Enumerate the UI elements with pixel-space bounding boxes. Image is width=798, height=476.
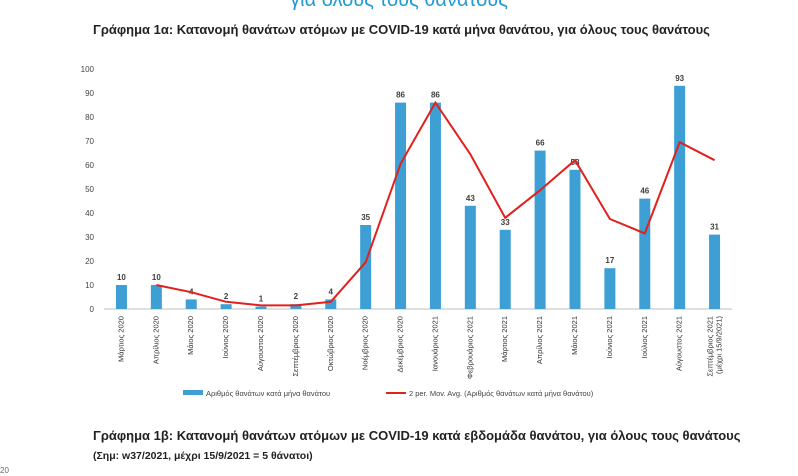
y-tick-label: 50 [85,185,94,194]
bar [464,205,476,309]
data-label: 17 [605,256,614,265]
y-tick-label: 60 [85,161,94,170]
bar [325,299,337,309]
x-tick-label: Αύγουστος 2020 [256,316,265,371]
x-tick-label: Νοέμβριος 2020 [361,316,370,370]
data-label: 46 [640,187,649,196]
data-label: 33 [501,218,510,227]
y-tick-label: 100 [81,65,95,74]
data-label: 1 [259,295,264,304]
y-tick-label: 10 [85,281,94,290]
bar [709,234,721,309]
x-tick-label: Μάιος 2020 [186,316,195,355]
data-label: 35 [361,213,370,222]
corner-axis-fragment: 20 [0,466,9,475]
y-tick-label: 90 [85,89,94,98]
y-tick-label: 20 [85,257,94,266]
bar [115,285,127,309]
next-chart-title-text: Γράφημα 1β: Κατανομή θανάτων ατόμων με C… [93,428,741,443]
bar [360,225,372,309]
bar [569,169,581,309]
data-label: 43 [466,194,475,203]
legend-bar-label: Αριθμός θανάτων κατά μήνα θανάτου [206,389,330,398]
x-tick-label: Απρίλιος 2021 [535,316,544,364]
y-tick-label: 70 [85,137,94,146]
bar [185,299,197,309]
bar [150,285,162,309]
bar [534,150,546,309]
x-tick-label: Μάρτιος 2020 [116,316,125,362]
data-label: 86 [396,91,405,100]
x-tick-label: Μάρτιος 2021 [500,316,509,362]
legend-bar-swatch [183,390,203,395]
x-tick-label: Σεπτέμβριος 2020 [291,316,300,377]
x-tick-label: Ιούνιος 2021 [605,316,614,358]
data-label: 4 [329,287,334,296]
x-tick-label: Ιούλιος 2021 [640,316,649,358]
y-tick-label: 80 [85,113,94,122]
x-tick-label: Σεπτέμβριος 2021(μέχρι 15/9/2021) [706,316,724,377]
bar [395,102,407,309]
y-tick-label: 0 [90,305,95,314]
bar [429,102,441,309]
x-tick-label: Οκτώβριος 2020 [326,316,335,371]
x-tick-label: Δεκέμβριος 2020 [396,316,405,373]
legend-line-label: 2 per. Mov. Avg. (Αριθμός θανάτων κατά μ… [409,389,594,398]
x-tick-label: Ιούνιος 2020 [221,316,230,358]
page-top-title: για όλους τους θανάτους [290,0,508,11]
next-chart-note: (Σημ: w37/2021, μέχρι 15/9/2021 = 5 θάνα… [93,450,313,462]
x-tick-label: Απρίλιος 2020 [151,316,160,364]
bar [290,304,302,309]
data-label: 93 [675,74,684,83]
data-label: 10 [152,273,161,282]
data-label: 2 [224,292,229,301]
data-label: 86 [431,91,440,100]
data-label: 2 [294,292,299,301]
x-tick-label: Μάιος 2021 [570,316,579,355]
chart-title: Γράφημα 1α: Κατανομή θανάτων ατόμων με C… [93,22,710,37]
next-chart-title: Γράφημα 1β: Κατανομή θανάτων ατόμων με C… [93,426,753,466]
y-tick-label: 30 [85,233,94,242]
bar [220,304,232,309]
bar [674,85,686,309]
moving-average-line [156,100,716,307]
data-label: 66 [536,139,545,148]
bar [499,229,511,309]
bar [255,306,267,309]
x-tick-label: Φεβρουάριος 2021 [465,316,474,379]
data-label: 10 [117,273,126,282]
x-tick-label: Αύγουστος 2021 [675,316,684,371]
bar [604,268,616,309]
x-tick-label: Ιανουάριος 2021 [430,316,439,371]
bar [639,198,651,309]
y-tick-label: 40 [85,209,94,218]
data-label: 31 [710,223,719,232]
